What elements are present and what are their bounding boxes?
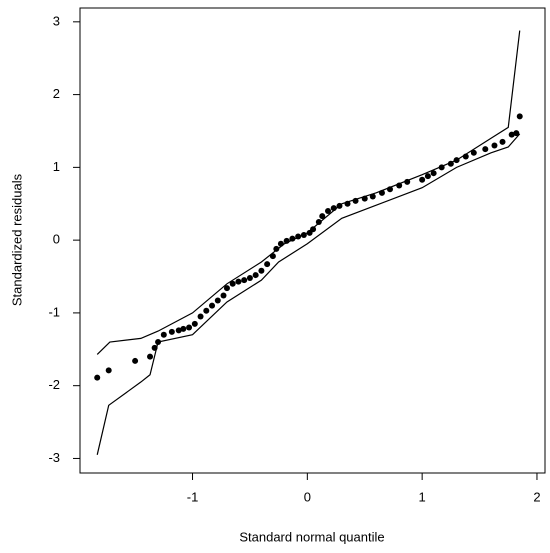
point	[430, 170, 437, 177]
point	[516, 113, 523, 120]
y-tick-label: -2	[48, 377, 60, 392]
envelope-line	[96, 30, 521, 355]
point	[132, 357, 139, 364]
point	[175, 327, 182, 334]
point	[273, 245, 280, 252]
point	[315, 218, 322, 225]
point	[246, 274, 253, 281]
point	[94, 374, 101, 381]
point	[160, 331, 167, 338]
point	[105, 367, 112, 374]
point	[264, 261, 271, 268]
y-tick-label: 0	[53, 232, 60, 247]
x-tick-label: -1	[187, 489, 199, 504]
point	[147, 353, 154, 360]
y-tick-label: -3	[48, 450, 60, 465]
point	[241, 277, 248, 284]
point	[325, 208, 331, 215]
point	[482, 146, 489, 153]
point	[191, 320, 198, 327]
point	[319, 213, 326, 220]
x-tick-label: 2	[533, 489, 540, 504]
x-tick-label: 0	[304, 489, 311, 504]
envelope-line	[96, 133, 521, 455]
point	[258, 267, 265, 274]
point	[419, 176, 426, 183]
point	[424, 173, 431, 180]
y-tick-label: 2	[53, 86, 60, 101]
point	[214, 297, 221, 304]
point	[310, 226, 317, 233]
point	[513, 130, 520, 137]
point	[235, 278, 242, 285]
point	[470, 149, 477, 156]
point	[223, 285, 230, 292]
point	[229, 280, 236, 287]
point	[252, 272, 259, 279]
y-tick-label: 1	[53, 159, 60, 174]
point	[508, 131, 515, 138]
point	[197, 313, 204, 320]
y-tick-label: 3	[53, 13, 60, 28]
x-tick-label: 1	[419, 489, 426, 504]
point	[203, 307, 210, 314]
point	[499, 138, 506, 145]
y-tick-label: -1	[48, 304, 60, 319]
point	[209, 302, 216, 309]
x-axis-label: Standard normal quantile	[239, 529, 384, 544]
point	[186, 324, 193, 331]
point	[491, 142, 498, 149]
y-axis-label: Standardized residuals	[9, 173, 24, 306]
point	[180, 325, 187, 332]
point	[168, 328, 175, 335]
point	[220, 292, 227, 299]
